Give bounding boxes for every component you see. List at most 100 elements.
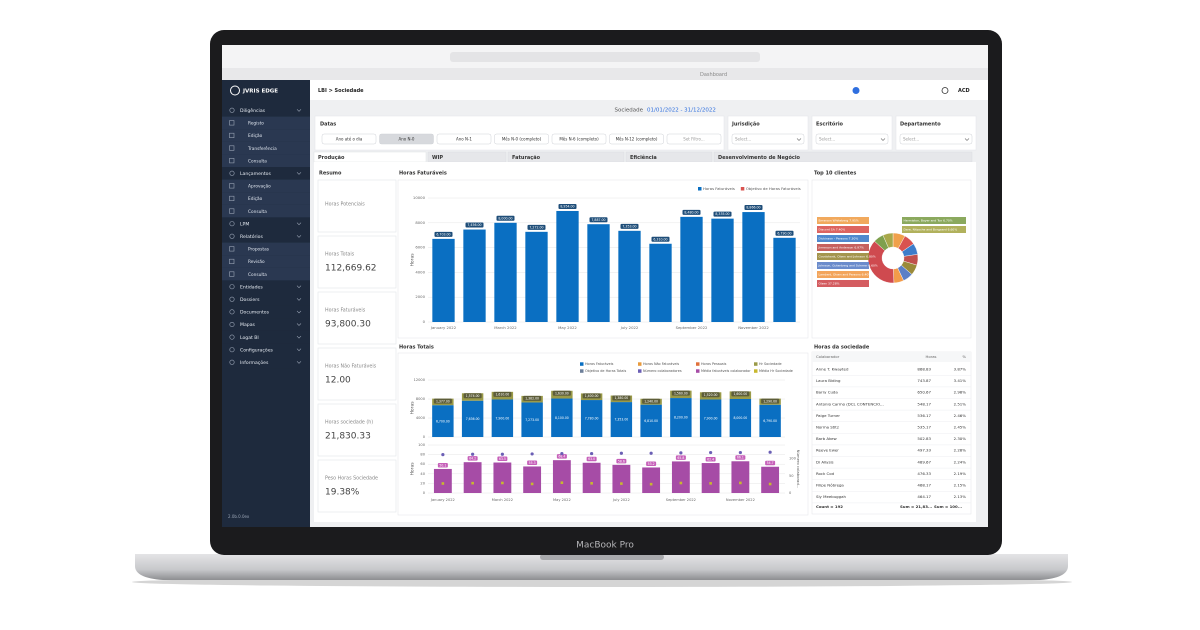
nav-item[interactable]: Relatórios [240, 233, 263, 240]
date-button-label[interactable]: Set Filtro... [683, 137, 704, 142]
slice-name: Johnson, Gutenberg and Schmer [818, 264, 868, 268]
date-button[interactable] [609, 133, 664, 145]
date-button-label[interactable]: Ano até o dia [336, 137, 363, 142]
user[interactable]: ACD [958, 88, 970, 94]
value-label: 62.4 [707, 457, 714, 461]
date-button[interactable] [379, 133, 434, 145]
select-box[interactable] [815, 133, 889, 145]
y-tick-label: 0 [423, 435, 426, 439]
table-footer: Sum = 100... [934, 504, 963, 509]
label-box [817, 226, 869, 233]
filter-title: Datas [320, 122, 336, 128]
date-button-label[interactable]: Ano N-0 [399, 137, 415, 142]
nav-item[interactable]: Mapas [240, 322, 256, 328]
date-button[interactable] [321, 133, 377, 145]
table-cell: 497.33 [917, 448, 931, 453]
date-button-label[interactable]: Mês N-12 (completo) [616, 137, 658, 142]
nav-item[interactable]: Entidades [240, 284, 263, 290]
nav-sub-item[interactable]: Transferência [247, 145, 277, 152]
tab-label[interactable]: Produção [318, 155, 345, 161]
table-cell: 868.83 [917, 367, 931, 372]
date-button[interactable] [666, 133, 722, 145]
table-cell: 2.28% [954, 448, 967, 453]
value-label: 54.7 [767, 461, 774, 465]
value-label-bg [465, 222, 484, 228]
select-placeholder[interactable]: Select... [819, 137, 835, 142]
date-button[interactable] [436, 133, 492, 145]
nav-item[interactable]: Logat BI [240, 335, 259, 341]
table-cell: Barry Cuda [816, 390, 838, 395]
chevron [296, 298, 302, 301]
legend-label: Horas Faturáveis [585, 362, 614, 366]
select-box[interactable] [899, 133, 973, 145]
panel [314, 115, 725, 151]
tab-label[interactable]: WIP [432, 155, 443, 161]
browser-tab[interactable]: Dashboard [700, 72, 727, 78]
nav-item[interactable]: Lançamentos [240, 171, 271, 177]
nav-sub-icon [229, 246, 235, 252]
value-label-bg [701, 392, 720, 398]
nav-item[interactable]: Configurações [240, 347, 274, 353]
slice-value: 7.95% [849, 219, 859, 223]
y-tick-label: 100 [418, 443, 426, 447]
nav-sub-item[interactable]: Propostas [248, 247, 270, 253]
kpi-label: Peso Horas Sociedade [325, 476, 378, 482]
tab-label[interactable]: Faturação [512, 155, 541, 161]
nav-sub-item[interactable]: Edição [248, 196, 263, 202]
date-button-label[interactable]: Mês N-6 (completo) [559, 137, 599, 142]
y-tick-label: 4000 [416, 416, 426, 420]
nav-item[interactable]: Dossiers [240, 297, 260, 303]
marker [471, 481, 474, 485]
tab-label[interactable]: Desenvolvimento de Negócio [718, 154, 801, 161]
nav-sub-item[interactable]: Aprovação [248, 184, 271, 190]
nav-sub-item[interactable]: Consulta [248, 209, 267, 215]
legend-swatch [638, 362, 642, 366]
x-tick-label: November 2022 [726, 498, 755, 502]
tab-label[interactable]: Eficiência [630, 154, 657, 161]
table-cell: Laura Biding [816, 378, 841, 383]
user-icon[interactable] [941, 87, 949, 94]
kpi-label: Horas Não Faturáveis [325, 363, 377, 370]
nav-sub-item[interactable]: Registo [248, 121, 264, 127]
breadcrumb[interactable]: LBI > Sociedade [318, 88, 364, 94]
bar [711, 218, 734, 322]
date-button-label[interactable]: Ano N-1 [456, 137, 472, 142]
label-box [817, 235, 869, 242]
date-button-label[interactable]: Mês N-0 (completo) [502, 137, 542, 142]
date-button[interactable] [494, 133, 549, 145]
y-tick-label: 4000 [415, 269, 425, 274]
y-tick-label: 2000 [415, 294, 425, 299]
nav-sub-item[interactable]: Revisão [248, 259, 265, 265]
dot [679, 451, 683, 455]
nav-sub-row [222, 179, 310, 193]
nav-row [222, 230, 310, 243]
bar [649, 243, 672, 322]
value-label-bg [434, 231, 453, 237]
marker [501, 481, 504, 485]
stack-segment [699, 399, 722, 437]
marker [649, 482, 653, 486]
value-label-bg [527, 460, 538, 465]
value-label: 1,240.00 [644, 399, 658, 403]
chat-icon[interactable] [852, 87, 860, 94]
nav-item[interactable]: Informações [240, 360, 269, 366]
nav-item[interactable]: Documentos [240, 310, 270, 316]
date-button[interactable] [551, 133, 607, 145]
select-placeholder[interactable]: Select... [903, 137, 919, 142]
nav-sub-row [222, 255, 310, 268]
nav-sub-item[interactable]: Edição [248, 133, 263, 139]
slice-value: 37.28% [828, 282, 840, 286]
nav-item[interactable]: LPM [240, 221, 249, 227]
nav-sub-row [222, 267, 310, 281]
x-tick-label: March 2022 [494, 325, 517, 330]
nav-sub-item[interactable]: Consulta [248, 272, 267, 278]
bar [523, 466, 542, 493]
slice-value: 6.40% [862, 273, 872, 277]
kpi-label: Horas Potenciais [325, 202, 365, 208]
table-cell: Di Allysis [816, 459, 834, 464]
select-box[interactable] [731, 133, 805, 145]
nav-sub-item[interactable]: Consulta [248, 158, 267, 164]
select-placeholder[interactable]: Select... [735, 137, 751, 142]
nav-item[interactable]: Diligências [240, 107, 266, 114]
